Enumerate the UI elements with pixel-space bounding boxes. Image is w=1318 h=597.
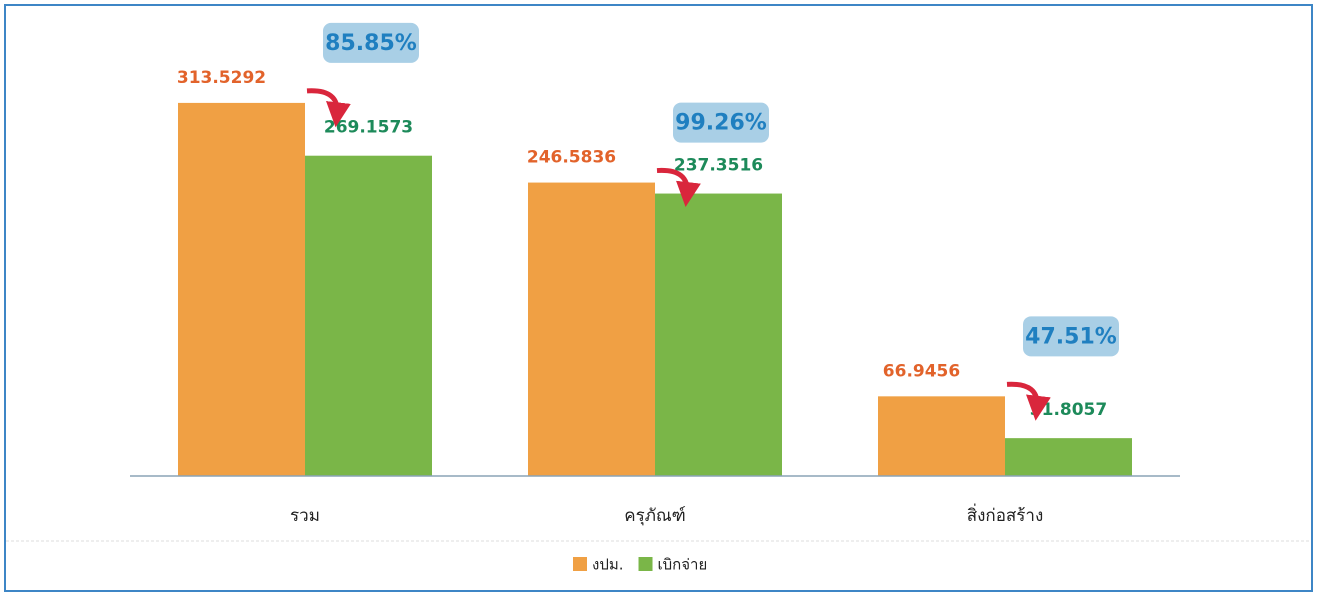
bar bbox=[655, 193, 782, 477]
value-label: 246.5836 bbox=[527, 148, 616, 168]
bar bbox=[878, 396, 1005, 476]
bar bbox=[305, 155, 432, 476]
x-tick-label: สิ่งก่อสร้าง bbox=[967, 503, 1044, 526]
annotation: 85.85% bbox=[325, 31, 417, 56]
arrow bbox=[1006, 381, 1051, 421]
value-label: 237.3516 bbox=[674, 156, 763, 176]
x-tick-label: ครุภัณฑ์ bbox=[624, 506, 686, 526]
value-label: 31.8057 bbox=[1030, 400, 1107, 420]
arrow bbox=[656, 168, 701, 207]
arrow bbox=[306, 88, 351, 128]
x-tick-label: รวม bbox=[290, 506, 320, 526]
annotation: 47.51% bbox=[1025, 324, 1117, 349]
annotation-box bbox=[1023, 316, 1119, 357]
annotation-box bbox=[323, 22, 419, 63]
annotation-box bbox=[673, 102, 769, 143]
bar bbox=[1005, 438, 1132, 476]
value-label: 66.9456 bbox=[883, 361, 960, 381]
legend-label: งปม. bbox=[592, 556, 624, 574]
legend-label: เบิกจ่าย bbox=[658, 556, 708, 574]
legend-swatch bbox=[638, 557, 653, 571]
value-label: 313.5292 bbox=[177, 68, 266, 88]
annotation: 99.26% bbox=[675, 111, 767, 136]
bar bbox=[178, 102, 305, 476]
legend-swatch bbox=[573, 557, 587, 571]
value-label: 269.1573 bbox=[324, 118, 413, 138]
bar bbox=[528, 182, 655, 476]
